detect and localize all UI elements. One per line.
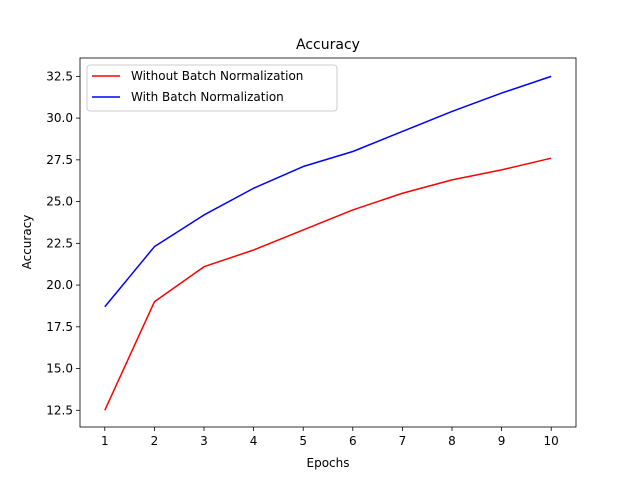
y-tick-label: 17.5 xyxy=(46,320,73,334)
x-tick-label: 1 xyxy=(101,434,109,448)
y-tick-label: 15.0 xyxy=(46,362,73,376)
chart-title: Accuracy xyxy=(296,37,360,53)
y-axis-label: Accuracy xyxy=(20,215,34,270)
y-tick-label: 12.5 xyxy=(46,403,73,417)
axes-frame xyxy=(79,57,577,428)
x-tick-label: 3 xyxy=(200,434,208,448)
x-axis-ticks: 1 2 3 4 5 6 7 8 9 10 xyxy=(101,427,559,448)
y-tick-label: 22.5 xyxy=(46,236,73,250)
x-tick-label: 4 xyxy=(250,434,258,448)
axes-background xyxy=(80,58,576,427)
y-tick-label: 20.0 xyxy=(46,278,73,292)
y-tick-label: 30.0 xyxy=(46,111,73,125)
y-tick-label: 25.0 xyxy=(46,195,73,209)
y-axis-ticks: 12.5 15.0 17.5 20.0 22.5 25.0 27.5 30.0 32.5 xyxy=(46,69,80,417)
legend: Without Batch Normalization With Batch No… xyxy=(86,64,338,112)
x-tick-label: 8 xyxy=(448,434,456,448)
x-tick-label: 6 xyxy=(349,434,357,448)
x-tick-label: 9 xyxy=(498,434,506,448)
legend-entry: With Batch Normalization xyxy=(131,90,284,104)
legend-box xyxy=(86,64,338,112)
series-line-with-batch-normalization xyxy=(104,75,552,308)
legend-entry: Without Batch Normalization xyxy=(131,69,303,83)
x-tick-label: 2 xyxy=(151,434,159,448)
y-tick-label: 27.5 xyxy=(46,153,73,167)
x-axis-label: Epochs xyxy=(307,456,350,470)
x-tick-label: 7 xyxy=(399,434,407,448)
series-line-without-batch-normalization xyxy=(104,157,552,411)
plot-area xyxy=(80,58,576,427)
x-tick-label: 10 xyxy=(544,434,559,448)
series-layer xyxy=(104,75,552,411)
x-tick-label: 5 xyxy=(299,434,307,448)
y-tick-label: 32.5 xyxy=(46,69,73,83)
